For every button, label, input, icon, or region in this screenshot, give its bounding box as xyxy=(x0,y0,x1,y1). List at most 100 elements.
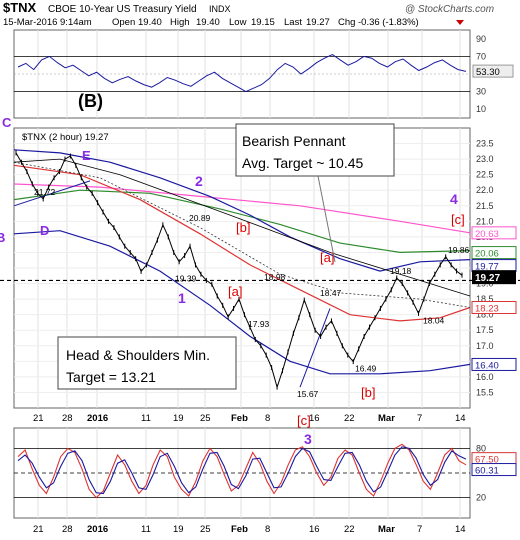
pennant-upper-trendline xyxy=(13,158,471,297)
wave-label: [b] xyxy=(236,220,250,235)
green-moving-average xyxy=(13,189,471,254)
price-y-tick: 23.5 xyxy=(476,139,494,149)
price-y-tick: 15.5 xyxy=(476,387,494,397)
wave-label: B xyxy=(0,230,5,245)
x-tick-label: 11 xyxy=(141,413,151,424)
right-value-badge xyxy=(471,301,517,315)
price-panel-title: $TNX (2 hour) 19.27 xyxy=(22,132,109,143)
x-tick-label: Feb xyxy=(231,413,248,424)
right-value-label: 19.77 xyxy=(475,262,499,273)
pivot-label: 16.49 xyxy=(355,364,377,374)
pivot-label: 20.89 xyxy=(189,213,211,223)
price-y-tick: 16.0 xyxy=(476,372,494,382)
osc-x-tick-label: 11 xyxy=(141,524,151,535)
last-price-badge xyxy=(472,270,516,285)
high-label: High xyxy=(170,17,190,28)
symbol-label: $TNX xyxy=(3,0,37,15)
osc-last-label: 60.31 xyxy=(475,466,499,477)
osc-x-tick-label: 8 xyxy=(265,524,270,535)
open-label: Open xyxy=(112,17,135,28)
price-y-tick: 18.0 xyxy=(476,310,494,320)
rsi-last-label: 53.30 xyxy=(476,67,500,78)
osc-y-tick: 20 xyxy=(476,493,486,503)
x-tick-label: 7 xyxy=(417,413,422,424)
price-y-tick: 22.0 xyxy=(476,185,494,195)
wave-label: 1 xyxy=(178,290,186,306)
wave-label: 4 xyxy=(450,191,458,207)
rsi-y-tick: 90 xyxy=(476,34,486,44)
rsi-y-tick: 30 xyxy=(476,87,486,97)
rsi-last-badge xyxy=(472,64,514,78)
pivot-label: 19.18 xyxy=(390,266,412,276)
right-value-label: 16.40 xyxy=(475,360,499,371)
pivot-label: 18.04 xyxy=(423,315,445,325)
annotation-hs-title: Head & Shoulders Min. xyxy=(66,347,210,363)
last-label: Last xyxy=(284,17,302,28)
rsi-line xyxy=(17,54,467,93)
low-label: Low xyxy=(229,17,247,28)
osc-x-tick-label: 2016 xyxy=(87,524,108,535)
osc-last-label: 67.50 xyxy=(475,455,499,466)
x-tick-label: 25 xyxy=(200,413,211,424)
wave-label: [c] xyxy=(451,212,465,227)
wave-label: 2 xyxy=(195,173,203,189)
brand-label: @ StockCharts.com xyxy=(405,4,494,15)
osc-x-tick-label: 28 xyxy=(62,524,73,535)
price-y-tick: 23.0 xyxy=(476,154,494,164)
high-value: 19.40 xyxy=(196,17,220,28)
blue-lower-band xyxy=(13,230,471,375)
price-y-tick: 17.0 xyxy=(476,341,494,351)
blue-upper-band xyxy=(13,149,471,272)
osc-x-tick-label: 16 xyxy=(309,524,320,535)
right-value-badge xyxy=(471,357,517,371)
x-tick-label: 19 xyxy=(173,413,184,424)
chg-value: -0.36 (-1.83%) xyxy=(358,17,419,28)
x-tick-label: 2016 xyxy=(87,413,108,424)
osc-x-tick-label: 19 xyxy=(173,524,184,535)
impulse-trendline xyxy=(299,308,331,388)
down-arrow-icon xyxy=(456,20,464,25)
low-value: 19.15 xyxy=(251,17,275,28)
wave-label: D xyxy=(40,223,49,238)
osc-x-tick-label: 25 xyxy=(200,524,211,535)
wave-label: C xyxy=(2,115,12,130)
annotation-pennant-target: Avg. Target ~ 10.45 xyxy=(242,155,364,171)
annotation-pennant-title: Bearish Pennant xyxy=(242,133,346,149)
right-value-label: 20.06 xyxy=(475,249,499,260)
annotation-hs-target: Target = 13.21 xyxy=(66,369,156,385)
osc-x-tick-label: 14 xyxy=(455,524,466,535)
rsi-y-tick: 10 xyxy=(476,104,486,114)
pivot-label: 19.86 xyxy=(448,245,470,255)
head-shoulders-box xyxy=(57,336,237,390)
wave-label: [c] xyxy=(297,413,311,428)
pivot-label: 19.39 xyxy=(175,273,197,283)
datetime-label: 15-Mar-2016 9:14am xyxy=(3,17,92,28)
osc-slow-line xyxy=(17,446,467,495)
osc-x-tick-label: 7 xyxy=(417,524,422,535)
osc-x-tick-label: 22 xyxy=(344,524,355,535)
x-tick-label: 22 xyxy=(344,413,355,424)
wave-label: [a] xyxy=(228,284,242,299)
pivot-label: 21.72 xyxy=(34,187,56,197)
right-value-label: 20.63 xyxy=(475,229,499,240)
price-y-tick: 17.5 xyxy=(476,325,494,335)
pink-moving-average xyxy=(13,183,471,234)
osc-x-tick-label: 21 xyxy=(33,524,44,535)
wave-label: (B) xyxy=(78,91,103,111)
x-tick-label: 14 xyxy=(455,413,466,424)
red-moving-average xyxy=(13,164,471,322)
pennant-pointer-line xyxy=(317,175,336,263)
chg-label: Chg xyxy=(338,17,355,28)
price-y-tick: 18.5 xyxy=(476,294,494,304)
right-value-label: 18.23 xyxy=(475,304,499,315)
wave-label: [a] xyxy=(320,250,334,265)
exchange-label: INDX xyxy=(209,4,231,14)
rsi-y-tick: 70 xyxy=(476,51,486,61)
wave-label: E xyxy=(82,148,91,163)
last-value: 19.27 xyxy=(306,17,330,28)
pivot-label: 18.98 xyxy=(264,272,286,282)
x-tick-label: 28 xyxy=(62,413,73,424)
pivot-label: 15.67 xyxy=(297,389,319,399)
